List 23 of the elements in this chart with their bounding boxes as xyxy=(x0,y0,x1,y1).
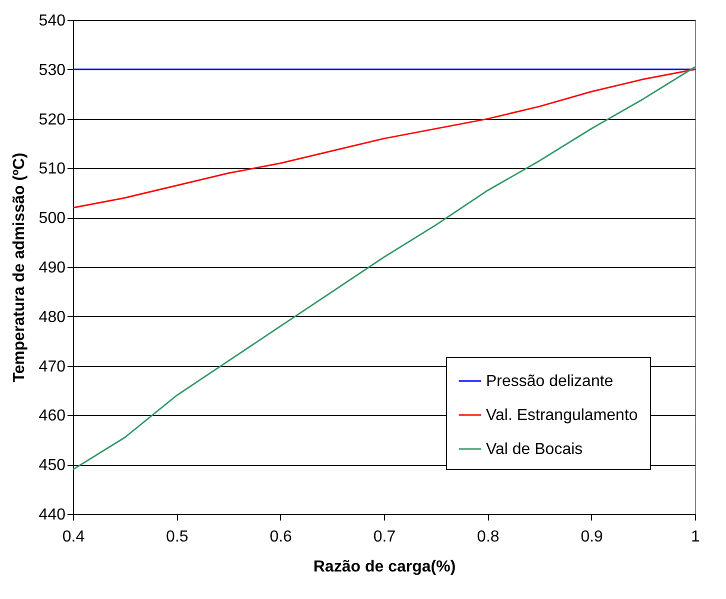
y-axis-title: Temperatura de admissão (ºC) xyxy=(10,152,28,382)
y-tick-label: 530 xyxy=(38,62,66,79)
y-tick-label: 510 xyxy=(38,160,66,178)
x-tick-label: 0.6 xyxy=(270,528,292,546)
legend-label: Val de Bocais xyxy=(486,441,583,458)
y-tick-label: 480 xyxy=(38,308,66,326)
y-tick-label: 460 xyxy=(38,408,66,425)
y-tick-label: 450 xyxy=(38,457,66,474)
x-tick-label: 0.5 xyxy=(166,528,188,546)
x-tick-label: 0.4 xyxy=(62,528,85,546)
x-axis-title: Razão de carga(%) xyxy=(313,558,456,576)
y-tick-label: 470 xyxy=(38,358,66,376)
legend-label: Pressão delizante xyxy=(486,373,614,390)
x-tick-label: 1 xyxy=(691,528,700,546)
y-tick-label: 440 xyxy=(38,506,66,524)
x-tick-label: 0.7 xyxy=(373,528,396,546)
x-tick-label: 0.9 xyxy=(580,528,604,546)
x-tick-label: 0.8 xyxy=(477,528,500,546)
y-tick-label: 520 xyxy=(38,111,66,128)
y-tick-label: 490 xyxy=(38,260,66,276)
legend-label: Val. Estrangulamento xyxy=(486,407,638,424)
y-tick-label: 500 xyxy=(38,210,66,228)
y-tick-label: 540 xyxy=(38,12,66,30)
